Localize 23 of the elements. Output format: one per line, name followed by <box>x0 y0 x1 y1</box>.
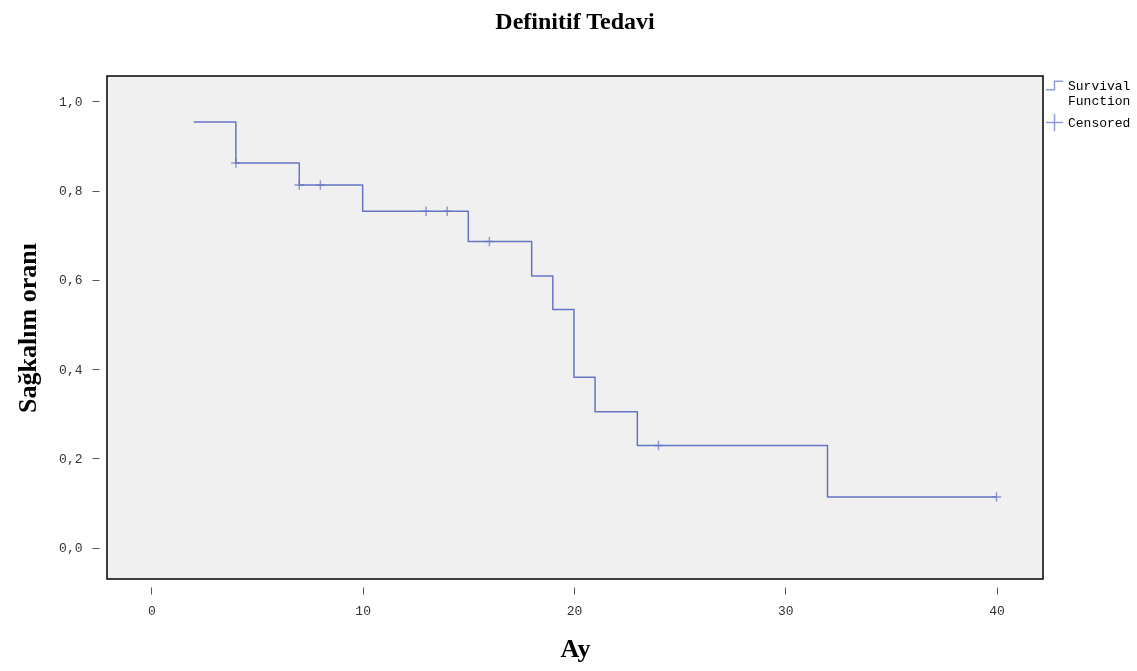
y-tick-label: 0,0 <box>59 541 83 557</box>
legend-label: Censored <box>1068 115 1131 131</box>
y-tick-label: 0,2 <box>59 451 83 467</box>
point <box>483 236 495 248</box>
chart-title: Definitif Tedavi <box>495 8 655 34</box>
point <box>991 491 1003 503</box>
y-tick-label: 0,8 <box>59 184 83 200</box>
point <box>441 205 453 217</box>
x-axis-title: Ay <box>560 633 591 663</box>
point <box>314 179 326 191</box>
x-tick-label: 0 <box>147 603 156 619</box>
legend-label: Survival Function <box>1068 78 1131 109</box>
y-tick-label: 0,4 <box>59 362 83 378</box>
x-tick-label: 40 <box>989 603 1005 619</box>
y-tick-label: 1,0 <box>59 94 83 110</box>
y-tick-label: 0,6 <box>59 273 83 289</box>
y-axis-title: Sağkalım oranı <box>13 243 43 413</box>
point <box>420 205 432 217</box>
x-tick-label: 10 <box>355 603 371 619</box>
point <box>293 179 305 191</box>
point <box>230 157 242 169</box>
x-tick-label: 20 <box>566 603 583 619</box>
x-tick-label: 30 <box>777 603 794 619</box>
